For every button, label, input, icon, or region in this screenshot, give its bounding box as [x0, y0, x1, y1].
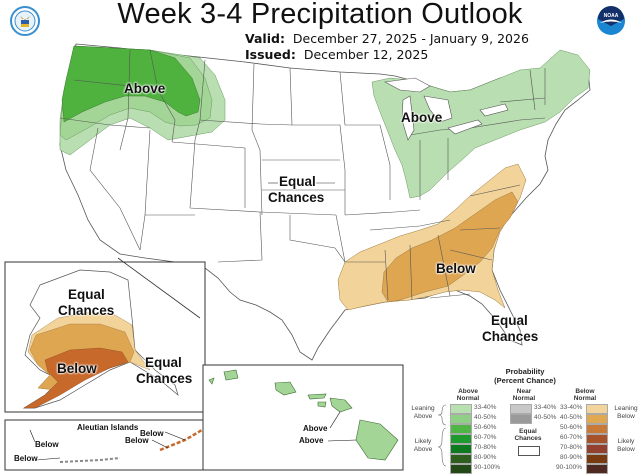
label-northwest-above: Above: [124, 81, 166, 96]
label-southeast-below: Below: [436, 261, 476, 276]
issued-date: Issued: December 12, 2025: [245, 47, 428, 62]
alaska-below-50-60: [23, 347, 129, 409]
aleutian-label-below-1: Below: [35, 440, 59, 449]
swatch-above-80-90: [450, 454, 472, 464]
aleutian-label-below-3: Below: [140, 429, 164, 438]
swatch-near-33-40: [510, 404, 532, 414]
svg-text:NOAA: NOAA: [604, 13, 619, 19]
label-alaska-below: Below: [57, 361, 97, 376]
swatch-above-40-50: [450, 414, 472, 424]
se-below-40-50: [381, 191, 519, 303]
page-title: Week 3-4 Precipitation Outlook: [117, 0, 523, 30]
label-panhandle-chances: Chances: [136, 371, 193, 386]
aleutian-leaders: [29, 429, 186, 461]
swatch-above-70-80: [450, 444, 472, 454]
legend-near-header: Near Normal: [512, 388, 536, 403]
valid-label: Valid:: [245, 31, 285, 46]
hawaii-label-above-1: Above: [303, 424, 328, 433]
swatch-above-50-60: [450, 424, 472, 434]
issued-label: Issued:: [245, 47, 296, 62]
legend-equal-chances: Equal Chances: [514, 428, 542, 443]
swatch-below-40-50: [586, 414, 608, 424]
legend-title: Probability (Percent Chance): [494, 367, 556, 385]
legend-below-header: Below Normal: [573, 388, 597, 403]
label-florida-equal: Equal: [491, 313, 528, 328]
label-central-chances: Chances: [268, 190, 325, 205]
valid-dates: Valid: December 27, 2025 - January 9, 20…: [245, 31, 529, 46]
label-central-equal: Equal: [279, 174, 316, 189]
swatch-below-70-80: [586, 444, 608, 454]
aleutian-islands-title: Aleutian Islands: [77, 423, 139, 432]
hawaii-islands: [208, 369, 399, 461]
label-alaska-chances: Chances: [58, 303, 115, 318]
doc-seal-icon: [10, 6, 40, 36]
label-florida-chances: Chances: [482, 329, 539, 344]
swatch-below-33-40: [586, 404, 608, 414]
legend-likely-above: Likely Above: [413, 438, 433, 453]
valid-value: December 27, 2025 - January 9, 2026: [292, 31, 529, 46]
state-boundaries: [59, 49, 546, 301]
swatch-below-60-70: [586, 434, 608, 444]
swatch-above-90-100: [450, 464, 472, 474]
swatch-equal-chances: [518, 446, 540, 456]
great-lakes: [384, 77, 509, 141]
swatch-above-33-40: [450, 404, 472, 414]
legend-leaning-below: Leaning Below: [614, 405, 638, 420]
hawaii-leaders: [327, 411, 357, 442]
aleutian-label-below-4: Below: [125, 436, 149, 445]
swatch-above-60-70: [450, 434, 472, 444]
issued-value: December 12, 2025: [303, 47, 429, 62]
aleutian-label-below-2: Below: [14, 454, 38, 463]
swatch-below-80-90: [586, 454, 608, 464]
label-panhandle-equal: Equal: [145, 355, 182, 370]
label-alaska-equal: Equal: [68, 287, 105, 302]
swatch-below-50-60: [586, 424, 608, 434]
label-northeast-above: Above: [401, 110, 443, 125]
legend-above-header: Above Normal: [456, 388, 480, 403]
hawaii-label-above-2: Above: [299, 436, 324, 445]
probability-legend: Probability (Percent Chance) Above Normal…: [410, 366, 640, 474]
legend-likely-below: Likely Below: [617, 438, 635, 453]
swatch-near-40-50: [510, 414, 532, 424]
swatch-below-90-100: [586, 464, 608, 474]
legend-leaning-above: Leaning Above: [411, 405, 435, 420]
noaa-logo-icon: NOAA: [596, 6, 626, 36]
